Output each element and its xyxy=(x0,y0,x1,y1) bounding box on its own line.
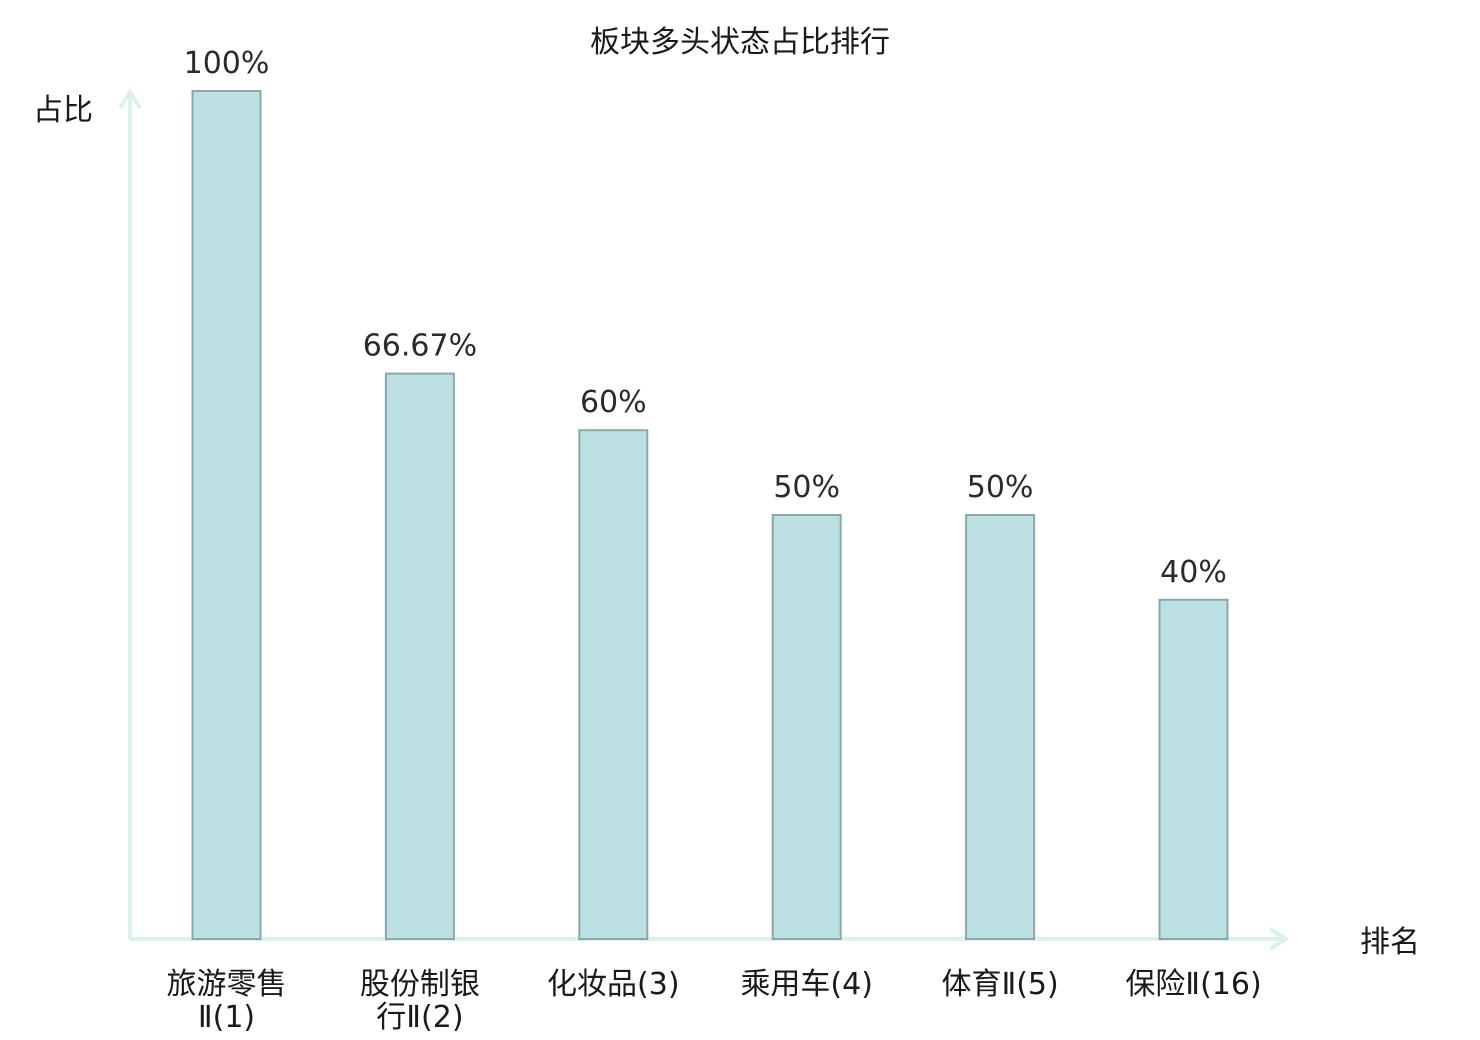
category-label: 旅游零售 xyxy=(167,967,287,1002)
x-axis-label: 排名 xyxy=(1360,925,1420,960)
bar-6 xyxy=(1158,598,1229,940)
category-label: Ⅱ(1) xyxy=(198,1000,255,1035)
axes xyxy=(118,88,1290,951)
bar-5 xyxy=(965,514,1036,940)
category-label: 股份制银 xyxy=(360,967,480,1002)
bar-3 xyxy=(578,429,649,940)
category-label: 化妆品(3) xyxy=(547,967,680,1002)
bar-1 xyxy=(191,90,262,940)
bar-value-label: 40% xyxy=(1160,555,1227,590)
chart-title: 板块多头状态占比排行 xyxy=(590,25,890,60)
bar-value-label: 50% xyxy=(773,470,840,505)
bar-4 xyxy=(771,514,842,940)
y-axis-arrow xyxy=(118,88,142,110)
bar-value-label: 66.67% xyxy=(363,329,477,364)
bar-value-label: 50% xyxy=(967,470,1034,505)
bar-2 xyxy=(384,372,455,940)
bars xyxy=(191,90,1229,940)
bar-value-label: 100% xyxy=(184,46,270,81)
y-axis-label: 占比 xyxy=(33,93,93,128)
x-axis-arrow xyxy=(1268,927,1290,951)
category-label: 体育Ⅱ(5) xyxy=(941,967,1058,1002)
category-label: 乘用车(4) xyxy=(740,967,873,1002)
bar-value-label: 60% xyxy=(580,385,647,420)
category-label: 行Ⅱ(2) xyxy=(376,1000,463,1035)
value-labels: 100% 66.67% 60% 50% 50% 40% xyxy=(184,46,1227,590)
category-label: 保险Ⅱ(16) xyxy=(1125,967,1261,1002)
